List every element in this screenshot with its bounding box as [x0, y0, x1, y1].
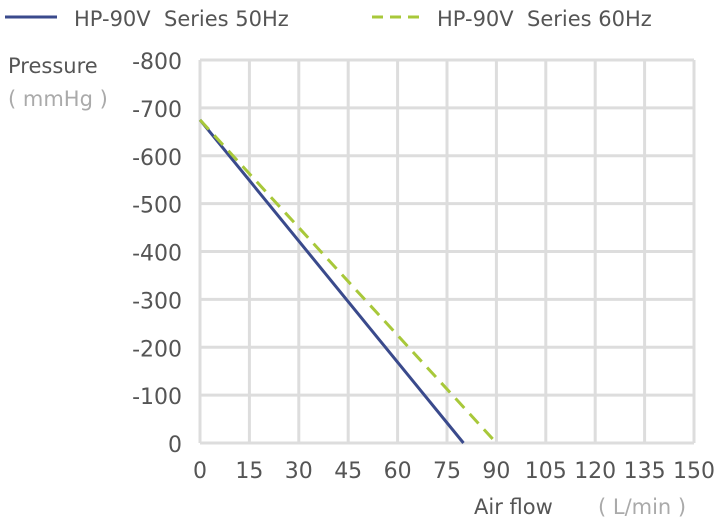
- x-tick-label: 15: [235, 459, 263, 484]
- y-tick-label: -700: [132, 98, 182, 123]
- x-axis-unit: ( L/min ): [598, 495, 686, 519]
- y-tick-label: 0: [168, 433, 182, 458]
- legend-label-50hz: HP-90V Series 50Hz: [74, 7, 289, 31]
- y-tick-label: -800: [132, 50, 182, 75]
- x-tick-label: 30: [285, 459, 313, 484]
- x-tick-label: 0: [193, 459, 207, 484]
- y-tick-labels: 0 -100 -200 -300 -400 -500 -600 -700 -800: [132, 50, 182, 458]
- y-tick-label: -100: [132, 385, 182, 410]
- y-tick-label: -500: [132, 194, 182, 219]
- x-tick-label: 135: [624, 459, 666, 484]
- y-axis-unit: ( mmHg ): [8, 87, 108, 111]
- y-tick-label: -200: [132, 337, 182, 362]
- x-tick-label: 90: [482, 459, 510, 484]
- y-tick-label: -400: [132, 242, 182, 267]
- x-tick-label: 105: [525, 459, 567, 484]
- x-tick-label: 150: [673, 459, 715, 484]
- grid: [198, 58, 696, 445]
- x-tick-label: 120: [574, 459, 616, 484]
- y-axis-label: Pressure: [8, 54, 98, 78]
- y-tick-label: -300: [132, 289, 182, 314]
- x-tick-label: 45: [334, 459, 362, 484]
- legend: HP-90V Series 50Hz HP-90V Series 60Hz: [5, 7, 652, 31]
- series-line-1: [198, 118, 498, 445]
- legend-label-60hz: HP-90V Series 60Hz: [437, 7, 652, 31]
- x-tick-label: 60: [384, 459, 412, 484]
- y-tick-label: -600: [132, 146, 182, 171]
- x-tick-labels: 0 15 30 45 60 75 90 105 120 135 150: [193, 459, 715, 484]
- x-tick-label: 75: [433, 459, 461, 484]
- x-axis-label: Air flow: [474, 495, 553, 519]
- series-lines: [198, 118, 498, 445]
- series-line-0: [198, 118, 465, 444]
